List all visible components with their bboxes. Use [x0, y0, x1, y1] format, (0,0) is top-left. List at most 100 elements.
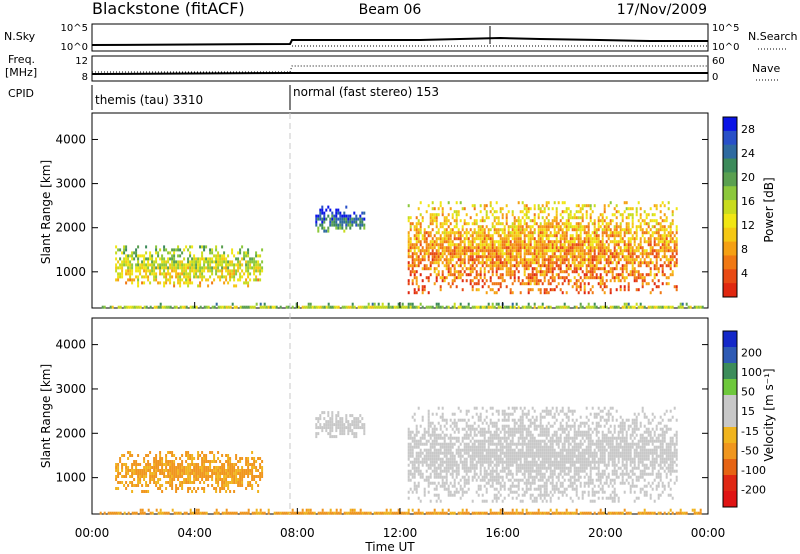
echo-cell [371, 305, 374, 309]
echo-cell [669, 234, 672, 238]
echo-cell [427, 305, 430, 309]
echo-cell [127, 260, 130, 264]
echo-cell [175, 266, 178, 270]
echo-cell [313, 305, 316, 309]
echo-cell [239, 472, 242, 475]
echo-cell [543, 225, 546, 229]
echo-cell [245, 260, 248, 264]
echo-cell [213, 469, 216, 472]
echo-cell [203, 248, 206, 252]
echo-cell [485, 448, 488, 452]
echo-cell [435, 460, 438, 464]
echo-cell [503, 484, 506, 488]
echo-cell [633, 252, 636, 256]
echo-cell [317, 217, 320, 221]
echo-cell [507, 210, 510, 214]
echo-cell [149, 254, 152, 258]
echo-cell [137, 475, 140, 478]
echo-cell [239, 263, 242, 267]
echo-cell [599, 252, 602, 256]
echo-cell [555, 246, 558, 250]
echo-cell [555, 261, 558, 265]
echo-cell [355, 217, 358, 221]
echo-cell [503, 237, 506, 241]
echo-cell [143, 281, 146, 285]
echo-cell [667, 231, 670, 235]
echo-cell [635, 302, 638, 306]
echo-cell [439, 201, 442, 205]
echo-cell [495, 249, 498, 253]
echo-cell [543, 246, 546, 250]
echo-cell [137, 305, 140, 309]
echo-cell [543, 276, 546, 280]
echo-cell [359, 305, 362, 309]
echo-cell [581, 213, 584, 217]
echo-cell [343, 305, 346, 309]
echo-cell [353, 420, 356, 424]
echo-cell [159, 248, 162, 252]
echo-cell [663, 228, 666, 232]
echo-cell [117, 248, 120, 252]
echo-cell [123, 260, 126, 264]
echo-cell [485, 454, 488, 458]
echo-cell [239, 260, 242, 264]
echo-cell [117, 272, 120, 276]
echo-cell [551, 249, 554, 253]
echo-cell [551, 279, 554, 283]
echo-cell [443, 433, 446, 437]
echo-cell [185, 481, 188, 484]
echo-cell [247, 481, 250, 484]
echo-cell [461, 261, 464, 265]
echo-cell [153, 466, 156, 469]
echo-cell [331, 417, 334, 421]
echo-cell [259, 472, 262, 475]
echo-cell [141, 475, 144, 478]
echo-cell [463, 207, 466, 211]
echo-cell [419, 222, 422, 226]
echo-cell [509, 445, 512, 449]
echo-cell [525, 448, 528, 452]
echo-cell [197, 260, 200, 264]
echo-cell [445, 305, 448, 309]
echo-cell [429, 433, 432, 437]
echo-cell [435, 273, 438, 277]
echo-cell [643, 279, 646, 283]
echo-cell [587, 234, 590, 238]
echo-cell [487, 436, 490, 440]
echo-cell [505, 463, 508, 467]
echo-cell [187, 457, 190, 460]
echo-cell [671, 249, 674, 253]
echo-cell [431, 469, 434, 473]
echo-cell [487, 424, 490, 428]
echo-cell [603, 210, 606, 214]
echo-cell [455, 219, 458, 223]
echo-cell [423, 448, 426, 452]
echo-cell [429, 451, 432, 455]
echo-cell [545, 231, 548, 235]
echo-cell [463, 469, 466, 473]
echo-cell [255, 263, 258, 267]
echo-cell [579, 264, 582, 268]
echo-cell [407, 237, 410, 241]
echo-cell [485, 305, 488, 309]
echo-cell [137, 478, 140, 481]
echo-cell [135, 484, 138, 487]
echo-cell [491, 448, 494, 452]
nave-label: Nave [752, 62, 780, 75]
echo-cell [463, 490, 466, 494]
echo-cell [523, 466, 526, 470]
echo-cell [513, 273, 516, 277]
echo-cell [449, 463, 452, 467]
echo-cell [245, 266, 248, 270]
echo-cell [219, 487, 222, 490]
echo-cell [579, 243, 582, 247]
echo-cell [483, 231, 486, 235]
echo-cell [581, 216, 584, 220]
echo-cell [521, 210, 524, 214]
echo-cell [565, 207, 568, 211]
echo-cell [483, 427, 486, 431]
echo-cell [165, 248, 168, 252]
echo-cell [495, 264, 498, 268]
echo-cell [217, 257, 220, 261]
echo-cell [335, 417, 338, 421]
